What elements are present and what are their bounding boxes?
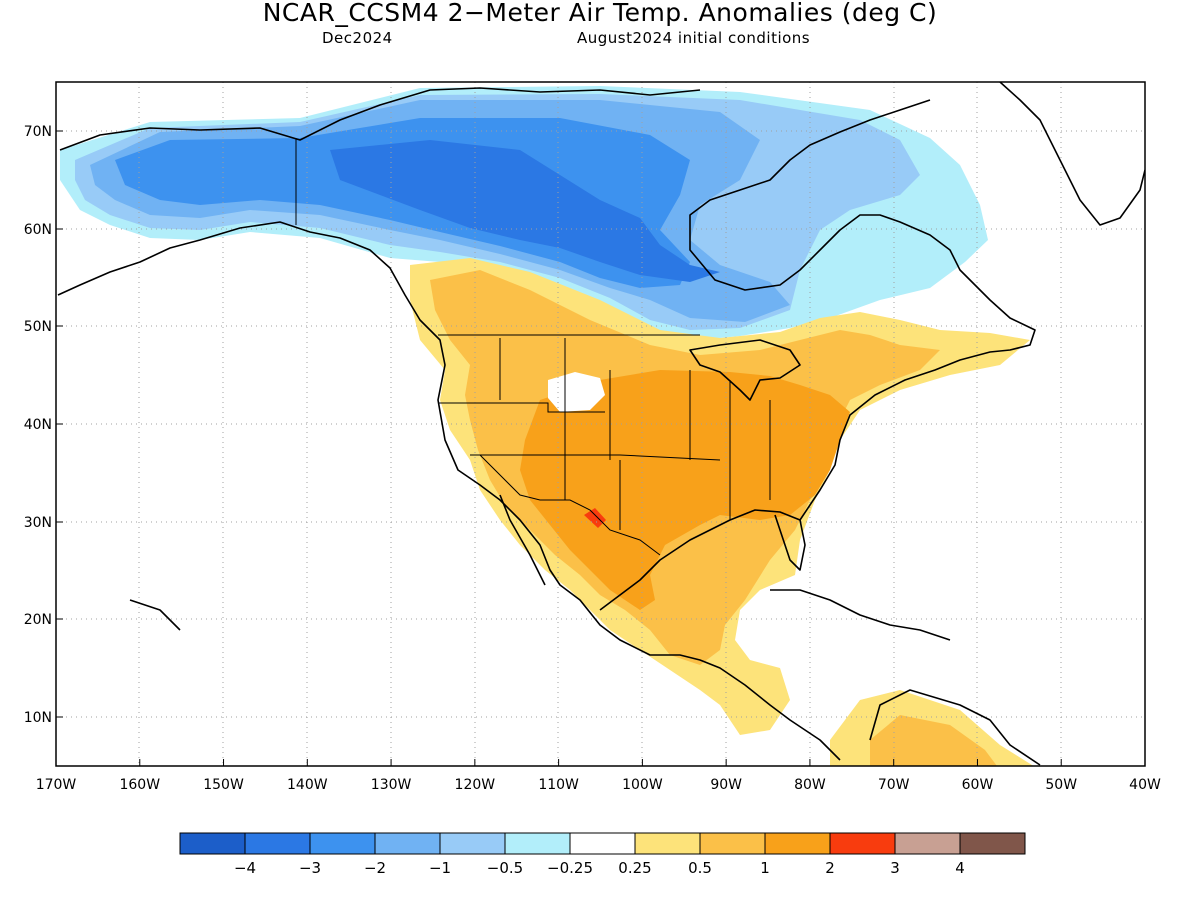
colorbar-swatch xyxy=(504,832,571,855)
lon-tick-label: 150W xyxy=(203,777,244,793)
colorbar-label: −3 xyxy=(299,859,321,877)
colorbar-label: −0.5 xyxy=(487,859,523,877)
lon-tick-label: 170W xyxy=(36,777,77,793)
lon-tick-label: 50W xyxy=(1045,777,1077,793)
latitude-axis: 70N 60N 50N 40N 30N 20N 10N xyxy=(24,124,63,726)
anomaly-shading-minus-4 xyxy=(330,140,720,282)
colorbar-swatch xyxy=(764,832,831,855)
colorbar-label: 4 xyxy=(955,859,965,877)
map-title: NCAR_CCSM4 2−Meter Air Temp. Anomalies (… xyxy=(262,0,938,27)
lon-tick-label: 90W xyxy=(710,777,742,793)
lon-tick-label: 100W xyxy=(622,777,663,793)
anomaly-shading-1 xyxy=(520,370,850,610)
colorbar-swatch xyxy=(439,832,506,855)
anomaly-shading-2 xyxy=(584,508,606,528)
colorbar-label: −2 xyxy=(364,859,386,877)
political-boundaries xyxy=(295,138,771,556)
forecast-month: Dec2024 xyxy=(322,29,393,47)
lat-tick-label: 60N xyxy=(24,222,52,238)
lat-tick-label: 20N xyxy=(24,612,52,628)
colorbar-swatch xyxy=(309,832,376,855)
colorbar-label: 1 xyxy=(760,859,770,877)
map-plot-area xyxy=(56,82,1145,766)
colorbar-label: 2 xyxy=(825,859,835,877)
lon-tick-label: 40W xyxy=(1129,777,1161,793)
lon-tick-label: 120W xyxy=(455,777,496,793)
lon-tick-label: 80W xyxy=(794,777,826,793)
coastlines xyxy=(57,82,1145,766)
cold-pocket-white xyxy=(548,372,605,412)
lat-tick-label: 10N xyxy=(24,710,52,726)
lon-tick-label: 70W xyxy=(878,777,910,793)
colorbar-label: 0.5 xyxy=(688,859,712,877)
colorbar-label: 3 xyxy=(890,859,900,877)
colorbar-swatch xyxy=(959,832,1026,855)
lon-tick-label: 140W xyxy=(287,777,328,793)
colorbar-swatch xyxy=(179,832,246,855)
lat-tick-label: 50N xyxy=(24,319,52,335)
lat-tick-label: 40N xyxy=(24,417,52,433)
colorbar-label: −0.25 xyxy=(547,859,593,877)
colorbar-swatch xyxy=(374,832,441,855)
lon-tick-label: 110W xyxy=(538,777,579,793)
initial-conditions: August2024 initial conditions xyxy=(577,29,811,47)
colorbar-swatch xyxy=(699,832,766,855)
lon-tick-label: 130W xyxy=(371,777,412,793)
colorbar-swatch xyxy=(829,832,896,855)
colorbar-label: 0.25 xyxy=(618,859,651,877)
colorbar: −4 −3 −2 −1 −0.5 −0.25 0.25 0.5 1 2 3 4 xyxy=(179,832,1026,877)
lon-tick-label: 160W xyxy=(119,777,160,793)
longitude-axis: 170W 160W 150W 140W 130W 120W 110W 100W 90W 80W 70… xyxy=(36,759,1161,793)
lat-tick-label: 30N xyxy=(24,515,52,531)
colorbar-swatch xyxy=(569,832,636,855)
lon-tick-label: 60W xyxy=(962,777,994,793)
colorbar-label: −1 xyxy=(429,859,451,877)
lat-tick-label: 70N xyxy=(24,124,52,140)
graticule xyxy=(56,82,1145,766)
colorbar-swatch xyxy=(634,832,701,855)
colorbar-label: −4 xyxy=(234,859,256,877)
colorbar-swatch xyxy=(894,832,961,855)
colorbar-swatch xyxy=(244,832,311,855)
anomaly-shading-0.5-south-america xyxy=(870,715,997,766)
